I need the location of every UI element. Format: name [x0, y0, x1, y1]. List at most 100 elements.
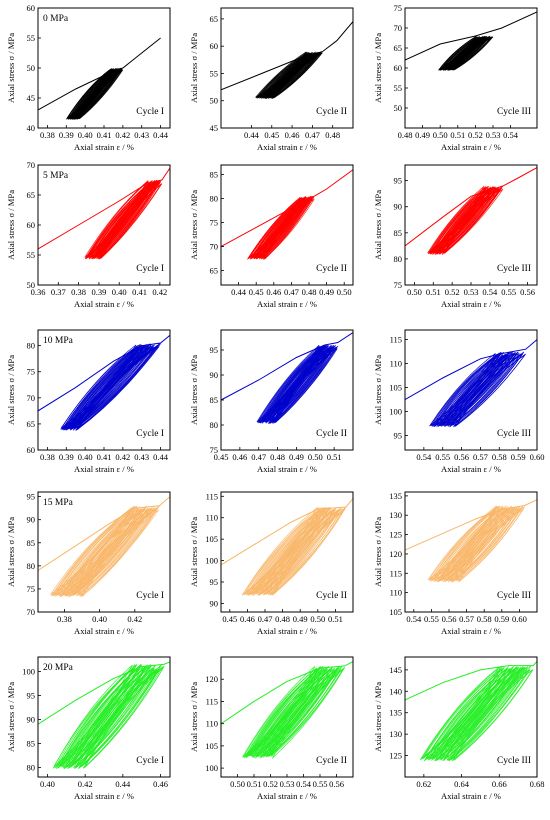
x-tick-label: 0.38	[40, 130, 55, 140]
hysteresis-loop	[261, 667, 336, 757]
x-tick-label: 0.38	[57, 614, 72, 624]
y-axis-title: Axial stress σ / MPa	[373, 355, 383, 425]
x-tick-label: 0.49	[415, 130, 430, 140]
hysteresis-loop	[459, 506, 525, 581]
y-tick-label: 60	[27, 220, 36, 230]
x-tick-label: 0.51	[327, 452, 342, 462]
x-tick-label: 0.50	[310, 614, 325, 624]
x-tick-label: 0.45	[214, 452, 229, 462]
panel-r5-c3: 0.62 0.64 0.66 0.68 125 130 135 140 145 Axial str…	[373, 656, 545, 801]
x-tick-label: 0.56	[454, 452, 469, 462]
hysteresis-loop	[451, 665, 532, 762]
x-tick-label: 0.40	[112, 287, 127, 297]
y-tick-label: 60	[210, 41, 219, 51]
series-group	[221, 332, 353, 424]
y-axis-title: Axial stress σ / MPa	[6, 682, 16, 752]
hysteresis-loop	[80, 509, 159, 597]
x-tick-label: 0.48	[398, 130, 413, 140]
x-tick-label: 0.41	[132, 287, 147, 297]
x-tick-label: 0.56	[520, 287, 535, 297]
y-tick-label: 90	[210, 598, 219, 608]
cycle-label: Cycle III	[497, 756, 531, 766]
x-tick-label: 0.53	[280, 779, 295, 789]
x-tick-label: 0.66	[492, 779, 507, 789]
hysteresis-loop	[95, 179, 158, 258]
cycle-label: Cycle I	[136, 264, 164, 274]
confining-pressure-label: 20 MPa	[43, 663, 74, 673]
envelope-curve	[221, 332, 353, 401]
panel-r3-c1: 0.38 0.39 0.40 0.41 0.42 0.43 0.44 60 65 70 75 80 Ax…	[6, 329, 171, 474]
x-tick-label: 0.55	[424, 614, 439, 624]
y-tick-label: 130	[389, 729, 402, 739]
x-tick-label: 0.60	[512, 614, 527, 624]
cycle-label: Cycle I	[136, 429, 164, 439]
cycle-label: Cycle III	[497, 264, 531, 274]
y-axis-title: Axial stress σ / MPa	[373, 190, 383, 260]
x-tick-label: 0.58	[477, 614, 492, 624]
x-axis-title: Axial strain ε / %	[441, 791, 501, 801]
hysteresis-loop	[262, 195, 313, 259]
y-tick-label: 65	[394, 43, 403, 53]
y-tick-label: 65	[210, 266, 219, 276]
y-tick-label: 85	[27, 738, 36, 748]
x-axis-title: Axial strain ε / %	[441, 464, 501, 474]
y-tick-label: 110	[390, 588, 402, 598]
x-axis-title: Axial strain ε / %	[74, 626, 134, 636]
cycle-label: Cycle III	[497, 429, 531, 439]
hysteresis-loop	[77, 669, 158, 769]
y-tick-label: 50	[210, 96, 219, 106]
panel-r2-c2: 0.44 0.45 0.46 0.47 0.48 0.49 0.50 65 70 75 80 85 Ax…	[189, 164, 354, 309]
series-group	[221, 660, 353, 759]
series-group	[38, 37, 161, 120]
series-group	[38, 496, 170, 598]
y-tick-label: 45	[210, 123, 219, 133]
y-tick-label: 85	[210, 395, 219, 405]
panel-r4-c2: 0.45 0.46 0.47 0.48 0.49 0.50 0.51 90 95 100 105 11…	[189, 491, 354, 636]
hysteresis-loop	[71, 343, 152, 429]
x-tick-label: 0.42	[152, 287, 167, 297]
x-tick-label: 0.64	[454, 779, 470, 789]
y-tick-label: 135	[389, 708, 402, 718]
x-tick-label: 0.39	[59, 130, 74, 140]
y-tick-label: 145	[389, 665, 402, 675]
x-tick-label: 0.40	[40, 779, 55, 789]
hysteresis-loop	[271, 667, 346, 759]
envelope-curve	[38, 167, 170, 250]
y-tick-label: 50	[27, 280, 36, 290]
cycle-label: Cycle II	[316, 107, 347, 117]
y-tick-label: 75	[27, 367, 36, 377]
y-axis-title: Axial stress σ / MPa	[189, 33, 199, 103]
x-tick-label: 0.48	[270, 452, 285, 462]
hysteresis-loop	[437, 506, 505, 583]
x-tick-label: 0.47	[251, 452, 266, 462]
x-tick-label: 0.43	[134, 130, 149, 140]
x-tick-label: 0.54	[296, 779, 312, 789]
y-tick-label: 70	[27, 393, 36, 403]
panel-r2-c1: 0.36 0.37 0.38 0.39 0.40 0.41 0.42 50 55 60 65 70 Ax…	[6, 160, 171, 309]
x-tick-label: 0.52	[445, 287, 460, 297]
y-tick-label: 65	[27, 419, 36, 429]
x-tick-label: 0.48	[275, 614, 290, 624]
plot-frame	[220, 164, 354, 286]
y-tick-label: 50	[394, 103, 403, 113]
y-tick-label: 85	[210, 170, 219, 180]
y-tick-label: 120	[389, 549, 402, 559]
x-axis-title: Axial strain ε / %	[257, 626, 317, 636]
x-tick-label: 0.38	[71, 287, 86, 297]
hysteresis-loop	[449, 506, 516, 582]
x-axis-title: Axial strain ε / %	[74, 142, 134, 152]
cycle-label: Cycle III	[497, 591, 531, 601]
y-tick-label: 60	[27, 3, 36, 13]
y-axis-title: Axial stress σ / MPa	[373, 33, 383, 103]
y-tick-label: 115	[390, 335, 402, 345]
x-tick-label: 0.68	[530, 779, 545, 789]
x-axis-title: Axial strain ε / %	[257, 299, 317, 309]
x-tick-label: 0.43	[134, 452, 149, 462]
panel-r3-c3: 0.54 0.55 0.56 0.57 0.58 0.59 0.60 95 100 105 110 1…	[373, 329, 544, 474]
x-axis-title: Axial strain ε / %	[74, 791, 134, 801]
hysteresis-loop	[264, 198, 315, 259]
y-tick-label: 75	[394, 280, 403, 290]
y-tick-label: 105	[205, 534, 218, 544]
panel-r4-c3: 0.54 0.55 0.56 0.57 0.58 0.59 0.60 105 110 115 120…	[373, 491, 538, 636]
